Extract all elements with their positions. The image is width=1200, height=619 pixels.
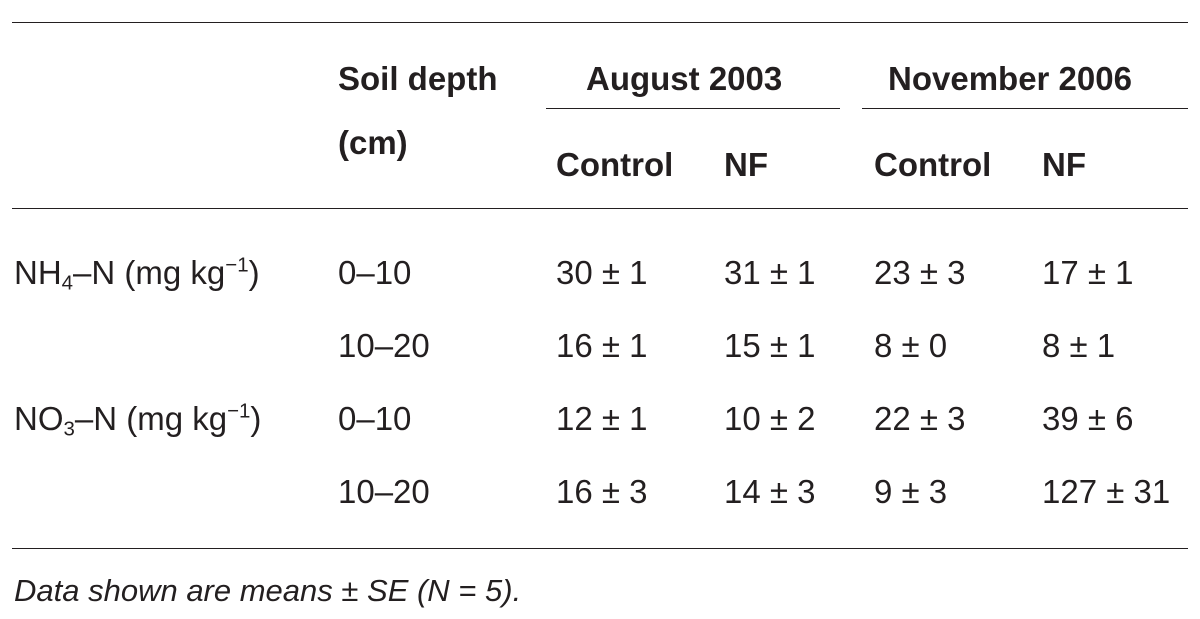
table-cell-nov-nf: 8 ± 1 bbox=[1042, 327, 1116, 364]
table-cell-aug-control: 16 ± 1 bbox=[556, 327, 648, 364]
table-cell-aug-nf: 15 ± 1 bbox=[724, 327, 816, 364]
body-bottom-rule bbox=[12, 548, 1188, 549]
table-cell-aug-control: 30 ± 1 bbox=[556, 254, 648, 291]
november-control-header: Control bbox=[874, 146, 992, 183]
august-control-header: Control bbox=[556, 146, 674, 183]
table-cell-depth: 0–10 bbox=[338, 400, 412, 437]
august-2003-underline bbox=[546, 108, 840, 109]
header-bottom-rule bbox=[12, 208, 1188, 209]
top-rule bbox=[12, 22, 1188, 23]
table-cell-aug-control: 12 ± 1 bbox=[556, 400, 648, 437]
november-nf-header: NF bbox=[1042, 146, 1086, 183]
table-cell-nov-nf: 127 ± 31 bbox=[1042, 473, 1171, 510]
table-cell-aug-nf: 14 ± 3 bbox=[724, 473, 816, 510]
november-2006-header: November 2006 bbox=[888, 60, 1132, 97]
august-nf-header: NF bbox=[724, 146, 768, 183]
table-cell-nov-nf: 17 ± 1 bbox=[1042, 254, 1134, 291]
soil-depth-unit-header: (cm) bbox=[338, 124, 408, 161]
table-cell-aug-nf: 31 ± 1 bbox=[724, 254, 816, 291]
november-2006-underline bbox=[862, 108, 1188, 109]
table-cell-nov-control: 8 ± 0 bbox=[874, 327, 948, 364]
soil-depth-header: Soil depth bbox=[338, 60, 498, 97]
row-label-nh4: NH4–N (mg kg−1) bbox=[14, 253, 260, 295]
august-2003-header: August 2003 bbox=[586, 60, 783, 97]
row-label-no3: NO3–N (mg kg−1) bbox=[14, 399, 262, 441]
table-cell-depth: 10–20 bbox=[338, 327, 430, 364]
table-cell-aug-nf: 10 ± 2 bbox=[724, 400, 816, 437]
table-cell-depth: 10–20 bbox=[338, 473, 430, 510]
table-cell-depth: 0–10 bbox=[338, 254, 412, 291]
table-footnote: Data shown are means ± SE (N = 5). bbox=[14, 573, 522, 608]
table-cell-nov-control: 9 ± 3 bbox=[874, 473, 948, 510]
table-cell-nov-nf: 39 ± 6 bbox=[1042, 400, 1134, 437]
table-cell-nov-control: 22 ± 3 bbox=[874, 400, 966, 437]
table-cell-aug-control: 16 ± 3 bbox=[556, 473, 648, 510]
table-cell-nov-control: 23 ± 3 bbox=[874, 254, 966, 291]
